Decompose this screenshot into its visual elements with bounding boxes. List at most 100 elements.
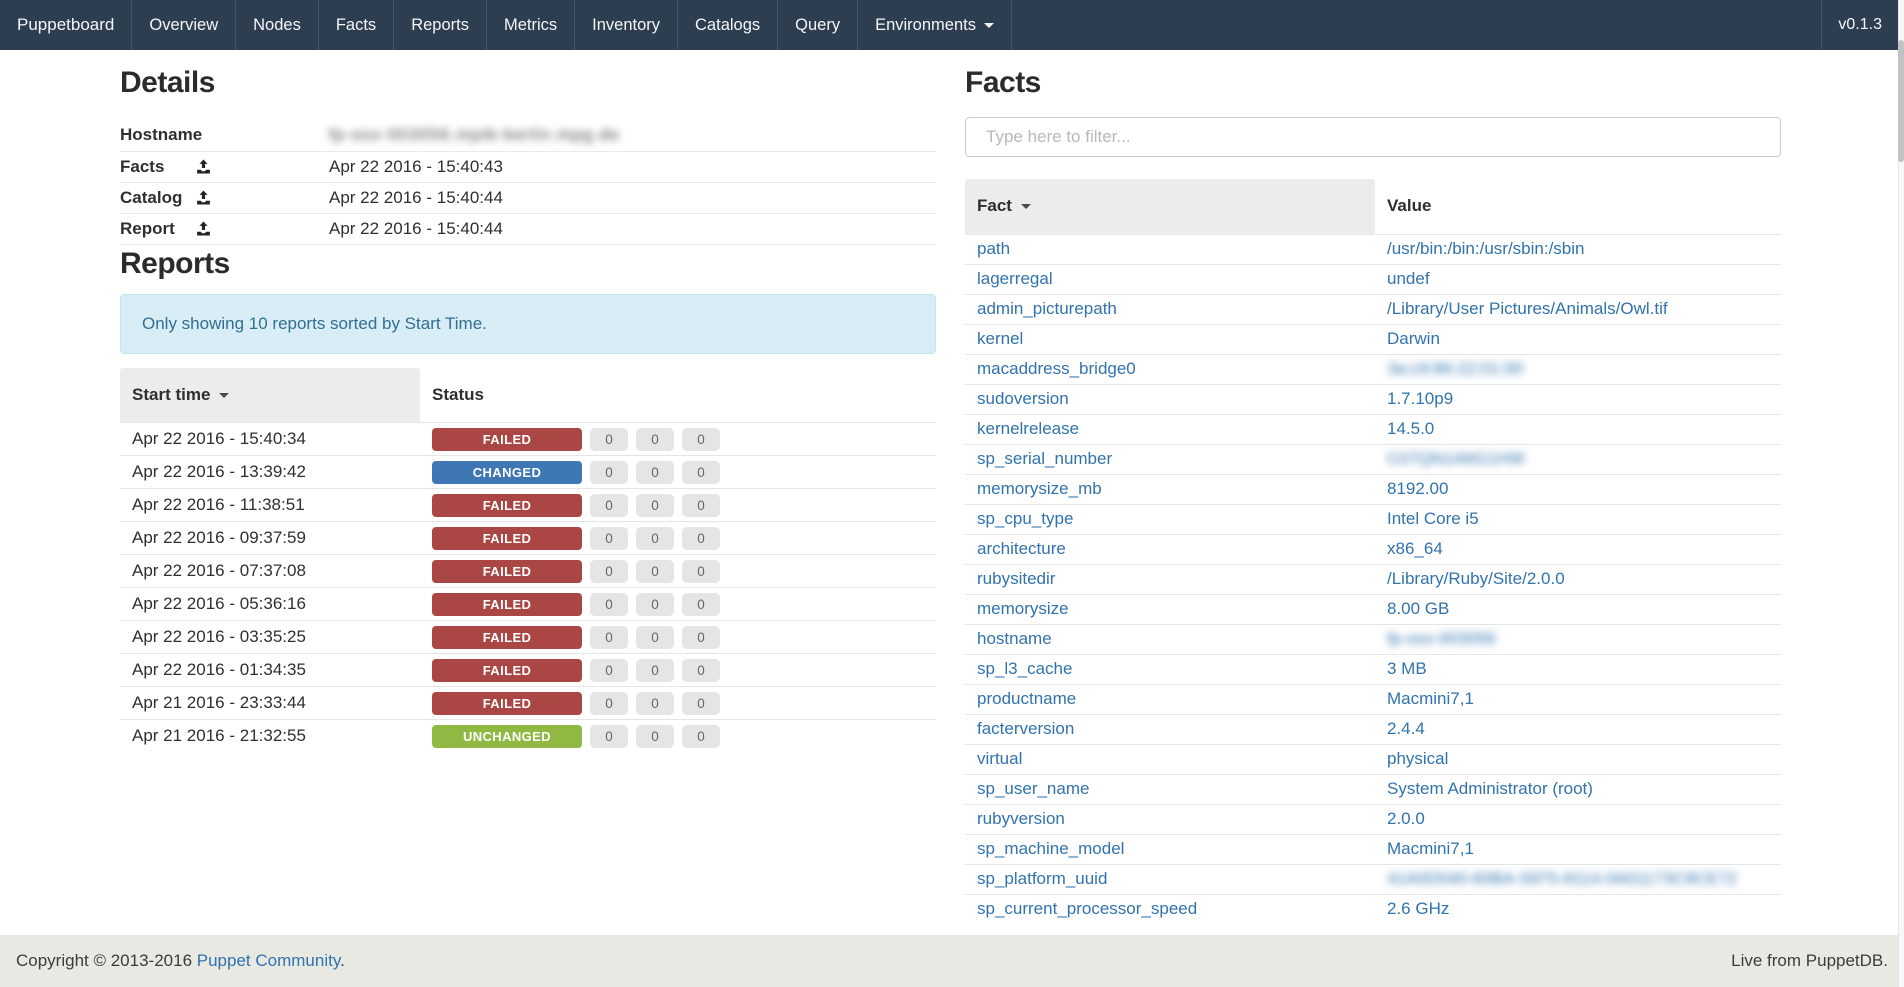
fact-value-link[interactable]: physical [1387,749,1449,768]
fact-value-link[interactable]: 41A0D040-60BA-5975-8114-0A01173C9CE72 [1387,869,1738,888]
fact-value-link[interactable]: System Administrator (root) [1387,779,1593,798]
details-row-label: Hostname [120,125,203,145]
fact-name-link[interactable]: kernelrelease [977,419,1080,438]
fact-row: sudoversion 1.7.10p9 [965,383,1781,414]
fact-row: lagerregal undef [965,263,1781,294]
status-badge: FAILED [432,559,582,583]
fact-row: kernelrelease 14.5.0 [965,413,1781,444]
fact-value-link[interactable]: x86_64 [1387,539,1443,558]
fact-name-link[interactable]: sp_platform_uuid [977,869,1108,888]
column-header-value[interactable]: Value [1375,179,1781,234]
fact-name-link[interactable]: productname [977,689,1077,708]
facts-filter-input[interactable] [965,117,1781,157]
fact-row: sp_cpu_type Intel Core i5 [965,503,1781,534]
details-row-value: Apr 22 2016 - 15:40:44 [329,218,503,238]
count-pill: 0 [682,493,720,517]
fact-name-link[interactable]: sudoversion [977,389,1069,408]
copyright-period: . [340,951,345,970]
count-pill: 0 [636,691,674,715]
version-badge: v0.1.3 [1821,0,1898,50]
fact-value-link[interactable]: 2.4.4 [1387,719,1425,738]
nav-item-label: Metrics [503,15,558,34]
status-badge: FAILED [432,592,582,616]
fact-name-link[interactable]: sp_current_processor_speed [977,899,1198,919]
fact-name-link[interactable]: architecture [977,539,1066,558]
fact-value-link[interactable]: Macmini7,1 [1387,689,1474,708]
fact-name-link[interactable]: facterversion [977,719,1075,738]
fact-name-link[interactable]: lagerregal [977,269,1053,288]
fact-row: sp_user_name System Administrator (root) [965,773,1781,804]
fact-value-link[interactable]: 2.0.0 [1387,809,1425,828]
fact-name-link[interactable]: rubysitedir [977,569,1056,588]
fact-name-link[interactable]: macaddress_bridge0 [977,359,1136,378]
count-pill: 0 [636,592,674,616]
navbar-spacer [1012,0,1821,50]
fact-row: hostname fp-osx-003056 [965,623,1781,654]
nav-item-catalogs[interactable]: Catalogs [678,0,779,50]
fact-value-link[interactable]: /Library/Ruby/Site/2.0.0 [1387,569,1565,588]
fact-row: rubysitedir /Library/Ruby/Site/2.0.0 [965,563,1781,594]
fact-name-link[interactable]: path [977,239,1011,258]
fact-value-link[interactable]: 1.7.10p9 [1387,389,1454,408]
fact-name-link[interactable]: sp_user_name [977,779,1090,798]
nav-item-environments[interactable]: Environments [858,0,1012,50]
fact-value-link[interactable]: fp-osx-003056 [1387,629,1496,648]
count-pill: 0 [636,625,674,649]
count-pill: 0 [636,658,674,682]
report-start-time: Apr 22 2016 - 05:36:16 [120,587,420,621]
fact-name-link[interactable]: sp_machine_model [977,839,1125,858]
column-header-start-time[interactable]: Start time [120,367,420,423]
fact-row: sp_serial_number C07QN1A6G1HW [965,443,1781,474]
fact-value-link[interactable]: Darwin [1387,329,1440,348]
nav-item-query[interactable]: Query [778,0,859,50]
status-badge: FAILED [432,658,582,682]
fact-name-link[interactable]: sp_serial_number [977,449,1113,468]
fact-row: productname Macmini7,1 [965,683,1781,714]
fact-name-link[interactable]: rubyversion [977,809,1065,828]
fact-value-link[interactable]: /usr/bin:/bin:/usr/sbin:/sbin [1387,239,1585,258]
column-header-fact[interactable]: Fact [965,179,1375,234]
fact-value-link[interactable]: /Library/User Pictures/Animals/Owl.tif [1387,299,1668,318]
fact-value-link[interactable]: C07QN1A6G1HW [1387,449,1525,468]
fact-value-link[interactable]: Intel Core i5 [1387,509,1479,528]
nav-item-label: Nodes [253,15,301,34]
fact-value-link[interactable]: 8192.00 [1387,479,1449,498]
fact-name-link[interactable]: sp_l3_cache [977,659,1073,678]
fact-name-link[interactable]: hostname [977,629,1052,648]
nav-brand-puppetboard[interactable]: Puppetboard [0,0,133,50]
count-pill: 0 [590,526,628,550]
fact-value-link[interactable]: 3 MB [1387,659,1427,678]
fact-row: path /usr/bin:/bin:/usr/sbin:/sbin [965,233,1781,264]
fact-value-link[interactable]: 14.5.0 [1387,419,1435,438]
facts-heading: Facts [965,66,1041,99]
scrollbar-thumb[interactable] [1898,40,1904,162]
fact-value-link[interactable]: undef [1387,269,1430,288]
nav-item-metrics[interactable]: Metrics [487,0,576,50]
fact-name-link[interactable]: sp_cpu_type [977,509,1074,528]
report-row: Apr 22 2016 - 11:38:51 FAILED 0 0 0 [120,488,936,522]
fact-name-link[interactable]: memorysize [977,599,1069,618]
count-pill: 0 [682,427,720,451]
footer-source: Live from PuppetDB. [1731,951,1888,970]
report-start-time: Apr 22 2016 - 07:37:08 [120,554,420,588]
fact-value-link[interactable]: Macmini7,1 [1387,839,1474,858]
fact-value-link[interactable]: 3a:c9:86:22:01:00 [1387,359,1524,378]
fact-name-link[interactable]: virtual [977,749,1023,768]
nav-item-inventory[interactable]: Inventory [575,0,679,50]
fact-name-link[interactable]: kernel [977,329,1024,348]
column-header-status: Status [420,368,936,423]
nav-item-nodes[interactable]: Nodes [236,0,319,50]
fact-name-link[interactable]: memorysize_mb [977,479,1102,498]
fact-value-link[interactable]: 2.6 GHz [1387,899,1450,919]
puppet-community-link[interactable]: Puppet Community [196,951,341,970]
fact-row: memorysize_mb 8192.00 [965,473,1781,504]
fact-header-label: Fact [977,196,1012,216]
count-pill: 0 [590,460,628,484]
nav-item-overview[interactable]: Overview [132,0,237,50]
nav-item-facts[interactable]: Facts [319,0,395,50]
count-pill: 0 [590,625,628,649]
fact-name-link[interactable]: admin_picturepath [977,299,1117,318]
fact-value-link[interactable]: 8.00 GB [1387,599,1450,618]
report-row: Apr 22 2016 - 07:37:08 FAILED 0 0 0 [120,554,936,588]
nav-item-reports[interactable]: Reports [394,0,487,50]
